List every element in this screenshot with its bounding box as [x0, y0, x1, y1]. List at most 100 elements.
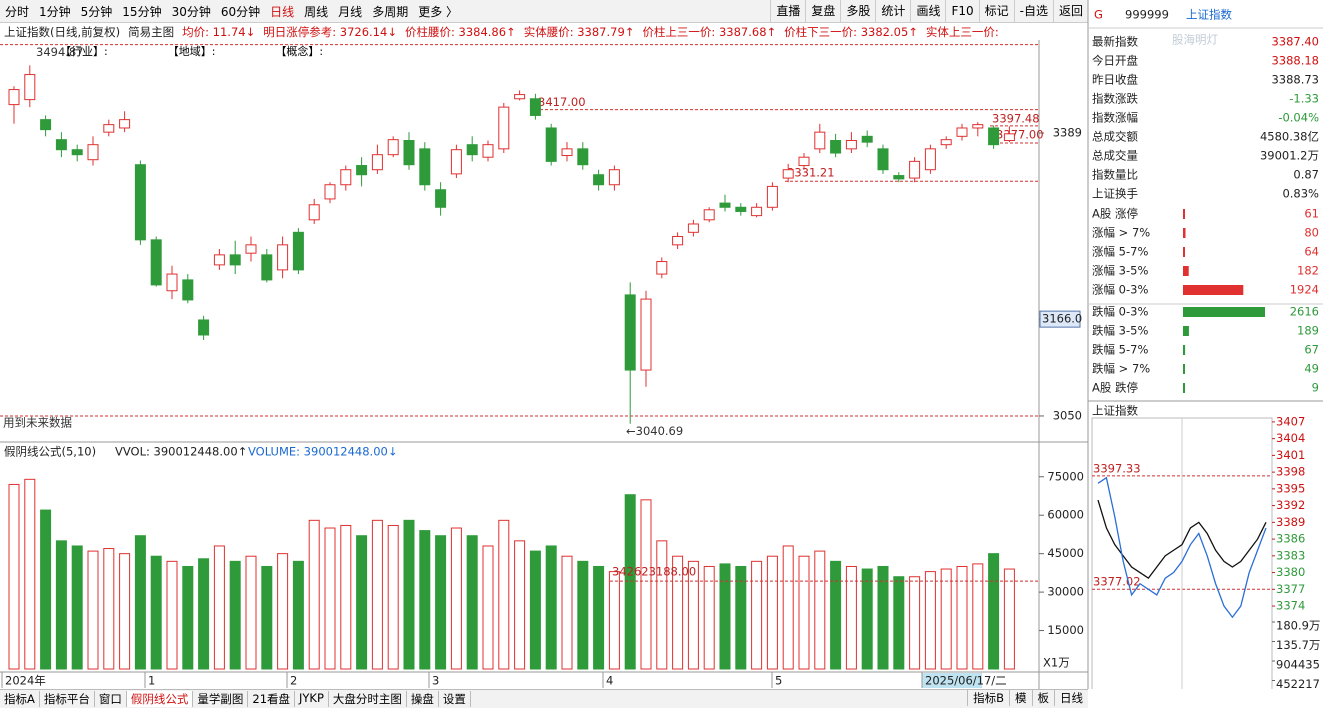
volume-bar [719, 563, 731, 670]
period-button[interactable]: 30分钟 [171, 4, 211, 19]
future-note: 用到未来数据 [3, 416, 72, 430]
volume-bar [972, 563, 984, 670]
candle-body [24, 74, 36, 101]
volume-bar [403, 519, 415, 670]
dist-value: 49 [1304, 362, 1319, 376]
tab[interactable]: 设置 [439, 691, 471, 707]
candle-body [277, 244, 289, 271]
tool-button[interactable]: -自选 [1013, 0, 1053, 22]
tool-button[interactable]: 多股 [840, 0, 875, 22]
stat-label: 总成交量 [1092, 149, 1138, 163]
tab[interactable]: 板 [1031, 690, 1055, 706]
volume-bar [940, 568, 952, 670]
v-tick-label: 180.9万 [1276, 619, 1320, 633]
y-tick-label: 15000 [1047, 623, 1084, 637]
reference-label: 342623188.00 [612, 565, 696, 579]
candle-body [356, 165, 368, 176]
volume-bar [308, 519, 320, 670]
volume-bar [624, 494, 636, 670]
tab[interactable]: 指标B [967, 690, 1009, 706]
tool-button[interactable]: F10 [945, 0, 978, 22]
stat-value: 0.83% [1282, 187, 1319, 201]
volume-bar [292, 560, 304, 670]
period-button[interactable]: 15分钟 [122, 4, 162, 19]
x-label: 1 [148, 674, 155, 688]
volume-bar [134, 535, 146, 670]
candle-body [482, 144, 494, 158]
volume-bar [229, 560, 241, 670]
period-button[interactable]: 60分钟 [220, 4, 261, 19]
dist-bar [1183, 383, 1185, 393]
volume-bar [324, 527, 336, 670]
tab[interactable]: 指标平台 [40, 691, 95, 707]
candle-body [924, 148, 936, 171]
v-tick-label: 135.7万 [1276, 638, 1320, 652]
tool-button[interactable]: 复盘 [805, 0, 840, 22]
period-button[interactable]: 1分钟 [39, 4, 71, 19]
volume-bar [103, 548, 115, 670]
tab[interactable]: 指标A [0, 691, 40, 707]
volume-bar [924, 571, 936, 670]
candle-body [845, 140, 857, 150]
info-item: 价柱腰价: 3384.86↑ [404, 24, 516, 39]
candle-body [861, 135, 873, 143]
volume-bar [593, 565, 605, 670]
volume-bar [766, 555, 778, 670]
dist-bar [1183, 326, 1189, 336]
dist-label: 跌幅 > 7% [1092, 362, 1150, 376]
period-button[interactable]: 日线 [270, 4, 295, 19]
dist-value: 67 [1304, 343, 1319, 357]
volume-bar [371, 519, 383, 670]
volume-bar [640, 499, 652, 670]
stat-label: 上证换手 [1092, 187, 1138, 201]
volume-bar [213, 545, 225, 670]
tool-button[interactable]: 直播 [770, 0, 805, 22]
volume-bar [782, 545, 794, 670]
x-label: 2024年 [5, 674, 46, 688]
tab[interactable]: JYKP [295, 691, 329, 707]
y-tick-label: 75000 [1047, 469, 1084, 483]
info-item: 简易主图 [128, 24, 175, 39]
tab[interactable]: 21看盘 [248, 691, 296, 707]
tab[interactable]: 假阴线公式 [126, 691, 194, 707]
volume-bar [561, 555, 573, 670]
tab[interactable]: 日线 [1054, 690, 1088, 706]
volume-bar [482, 545, 494, 670]
period-button[interactable]: 更多 〉 [418, 4, 459, 19]
tab[interactable]: 大盘分时主图 [329, 691, 407, 707]
candle-body [577, 148, 589, 166]
dist-bar [1183, 364, 1185, 374]
period-button[interactable]: 5分钟 [80, 4, 113, 19]
date-box [922, 673, 982, 688]
tab[interactable]: 窗口 [95, 691, 127, 707]
volume-bar [656, 540, 668, 670]
tab[interactable]: 量学副图 [193, 691, 249, 707]
period-button[interactable]: 周线 [304, 4, 329, 19]
period-button[interactable]: 分时 [5, 4, 30, 19]
bottom-tabs: 指标A 指标平台 窗口 假阴线公式 量学副图 21看盘 JYKP 大盘分时主图 操盘 设置 指标B 模… [0, 689, 1088, 708]
candle-body [514, 94, 526, 100]
y-tick-label: 60000 [1047, 508, 1084, 522]
volume-bar [24, 478, 36, 670]
candle-body [324, 184, 336, 200]
tab[interactable]: 操盘 [407, 691, 439, 707]
y-tick-label: 3407 [1276, 414, 1305, 428]
mini-title: 上证指数 [1092, 404, 1138, 418]
candle-body [8, 89, 20, 106]
dist-label: 涨幅 3-5% [1092, 264, 1148, 278]
stat-value: 3388.18 [1271, 54, 1319, 68]
period-button[interactable]: 月线 [338, 4, 363, 19]
tab[interactable]: 模 [1009, 690, 1032, 706]
dist-value: 61 [1304, 207, 1319, 221]
tool-button[interactable]: 画线 [910, 0, 945, 22]
y-tick-label: 3374 [1276, 599, 1305, 613]
candle-body [371, 154, 383, 171]
candle-body [940, 139, 952, 146]
candle-body [166, 273, 178, 292]
stat-value: -1.33 [1289, 92, 1319, 106]
tool-button[interactable]: 标记 [978, 0, 1014, 22]
period-button[interactable]: 多周期 [372, 4, 409, 19]
tool-button[interactable]: 统计 [875, 0, 910, 22]
tool-button[interactable]: 返回 [1052, 0, 1088, 22]
x-label: 5 [775, 674, 782, 688]
